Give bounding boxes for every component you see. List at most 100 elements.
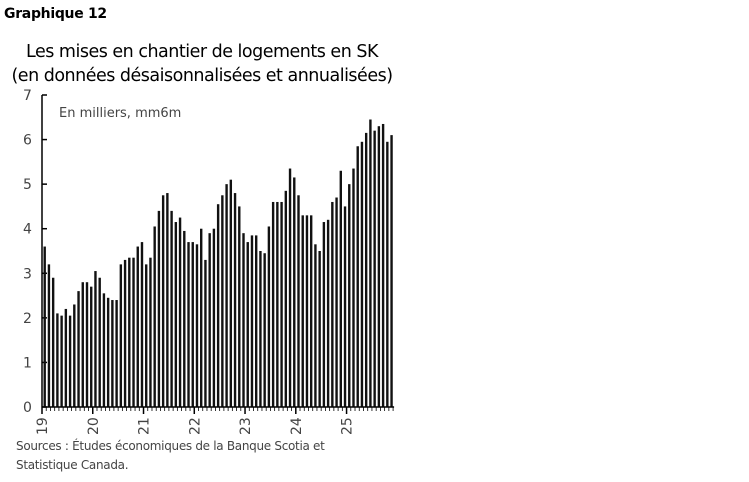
bar [221, 195, 224, 407]
bar [153, 226, 156, 407]
bar [238, 206, 241, 407]
bar [183, 230, 186, 407]
bar [246, 242, 249, 407]
bar [132, 257, 135, 407]
x-axis: 19 20 21 22 23 24 25 [35, 406, 395, 435]
bar [98, 277, 101, 407]
sources-line2: Statistique Canada. [16, 458, 129, 472]
bar [90, 286, 93, 407]
chart-title-line2: (en données désaisonnalisées et annualis… [11, 66, 393, 86]
bar [348, 184, 351, 407]
y-axis: 0 1 2 3 4 5 6 7 [23, 88, 47, 416]
bar [352, 168, 355, 407]
chart-title-line1: Les mises en chantier de logements en SK [26, 42, 378, 62]
bar [373, 130, 376, 407]
bar [128, 257, 131, 407]
bar [318, 251, 321, 407]
bar [68, 315, 72, 407]
bar [145, 264, 148, 407]
bar [255, 235, 258, 407]
bar [195, 244, 199, 407]
x-tick-label: 25 [340, 417, 356, 435]
bar [225, 184, 228, 407]
bar [187, 242, 190, 407]
bar [276, 201, 279, 407]
y-tick-label: 3 [23, 266, 32, 282]
bar [305, 215, 309, 407]
bar [369, 119, 372, 407]
figure-label: Graphique 12 [4, 6, 107, 22]
bar [339, 170, 342, 407]
bar [250, 235, 254, 407]
x-tick-label: 24 [289, 417, 305, 435]
bar [149, 257, 152, 407]
bar [314, 244, 317, 407]
bar [191, 242, 194, 407]
y-tick-label: 7 [23, 88, 32, 104]
bar [259, 251, 262, 407]
bar [161, 195, 165, 407]
bar [200, 228, 203, 407]
bar [208, 233, 211, 407]
bar [204, 259, 207, 407]
bar [309, 215, 313, 407]
y-tick-label: 6 [23, 133, 32, 149]
unit-note: En milliers, mm6m [59, 106, 181, 121]
y-tick-label: 1 [23, 355, 32, 371]
y-tick-label: 0 [23, 400, 32, 416]
bar [343, 206, 347, 407]
bar [242, 233, 245, 407]
bar [73, 304, 76, 407]
bar [140, 242, 144, 407]
bar [106, 297, 110, 407]
bar [166, 193, 169, 407]
bar [115, 300, 118, 407]
bar [326, 219, 330, 407]
bar [356, 146, 359, 407]
bar [102, 293, 106, 407]
bar [360, 141, 364, 408]
chart-title: Les mises en chantier de logements en SK… [0, 40, 404, 88]
bar [85, 282, 89, 407]
bar [293, 177, 296, 407]
bar [174, 222, 178, 407]
bar [157, 210, 161, 407]
x-tick-label: 19 [35, 417, 51, 435]
bar [386, 141, 389, 408]
bar [390, 135, 393, 407]
bar [111, 300, 114, 407]
bar [64, 308, 68, 407]
bar [267, 226, 271, 407]
bar [170, 210, 173, 407]
bar [335, 197, 338, 407]
bar [301, 215, 304, 407]
bar [280, 201, 283, 407]
bar [331, 201, 334, 407]
bar [233, 193, 237, 407]
bar [288, 168, 292, 407]
bar [284, 190, 288, 407]
sources-note: Sources : Études économiques de la Banqu… [16, 437, 325, 475]
bar [364, 132, 368, 407]
x-tick-label: 23 [238, 417, 254, 435]
y-tick-label: 4 [23, 222, 32, 238]
x-tick-label: 20 [86, 417, 102, 435]
bar [212, 228, 216, 407]
bar [94, 271, 97, 407]
x-tick-label: 22 [187, 417, 203, 435]
y-tick-label: 2 [23, 311, 32, 327]
bar [51, 277, 55, 407]
bar [136, 246, 139, 407]
bar [56, 313, 59, 407]
y-tick-label: 5 [23, 177, 32, 193]
bar [43, 246, 46, 407]
bar [229, 179, 233, 407]
bar [271, 201, 275, 407]
bar [81, 282, 84, 407]
bars [43, 119, 393, 408]
bar [123, 259, 127, 407]
bar [381, 123, 385, 407]
bar [216, 204, 220, 407]
bar [297, 195, 300, 407]
sources-line1: Sources : Études économiques de la Banqu… [16, 439, 325, 453]
